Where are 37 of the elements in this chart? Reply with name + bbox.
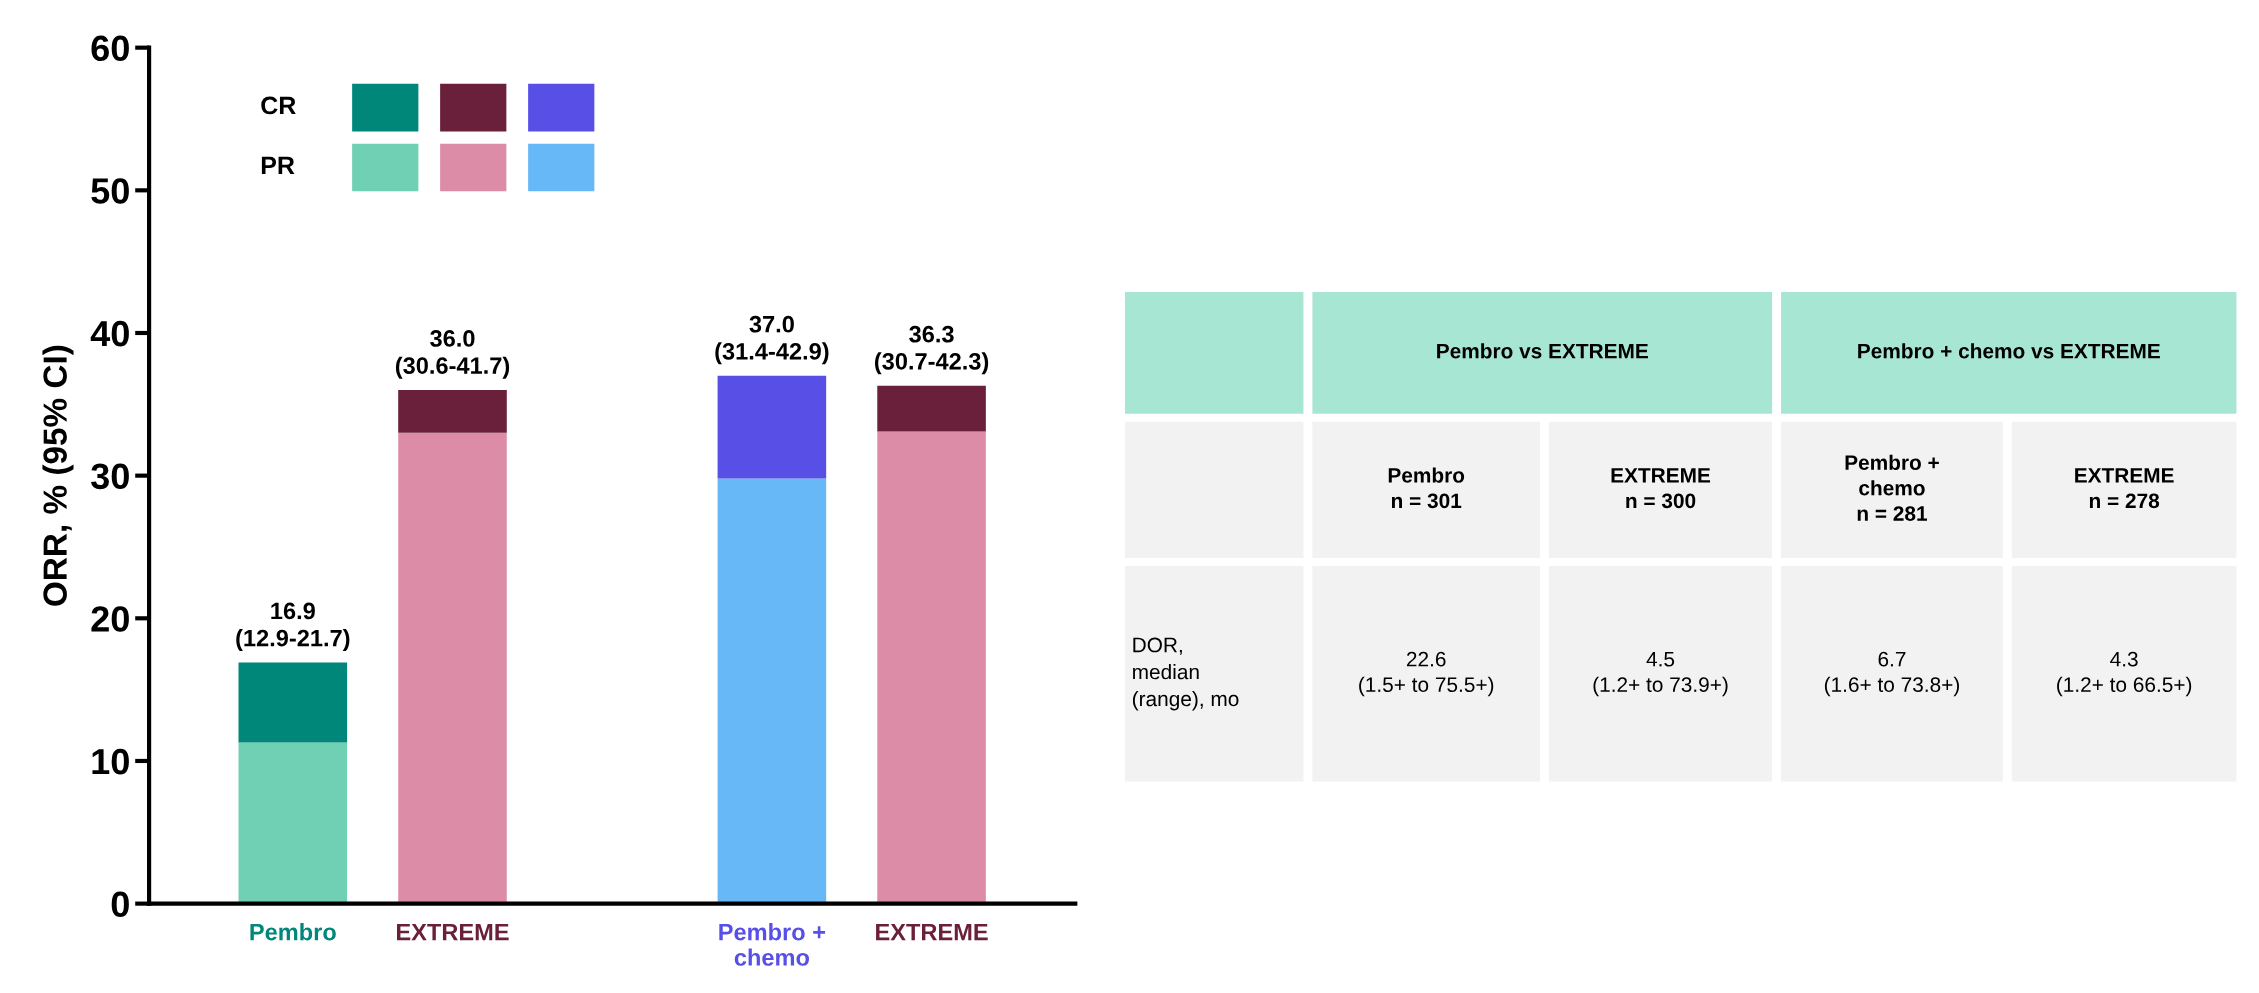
legend-label: PR <box>261 156 295 174</box>
text: Pembro n = 301 <box>1388 467 1465 509</box>
x-tick-label: EXTREME <box>397 923 509 941</box>
x-tick-label: EXTREME <box>876 923 988 941</box>
text: EXTREME n = 278 <box>2075 468 2174 509</box>
text: 6.7 (1.6+ to 73.8+) <box>1824 651 1959 697</box>
bar <box>877 431 986 904</box>
text: 4.5 (1.2+ to 73.9+) <box>1593 652 1728 697</box>
total-label: 36.0 (30.6-41.7) <box>395 330 510 379</box>
bar <box>717 478 827 904</box>
text: EXTREME n = 300 <box>1611 468 1711 509</box>
y-tick-label: 10 <box>92 748 129 775</box>
text: Pembro vs EXTREME <box>1437 343 1648 359</box>
total-label: 37.0 (31.4-42.9) <box>715 315 829 365</box>
bar <box>398 390 507 433</box>
y-tick-label: 0 <box>111 891 129 918</box>
text: 22.6 (1.5+ to 75.5+) <box>1359 651 1494 697</box>
y-axis-title: ORR, % (95% CI) <box>42 345 74 606</box>
text: DOR, median (range), mo <box>1132 637 1239 711</box>
x-tick-label: Pembro + chemo <box>719 923 826 966</box>
bar <box>398 432 507 904</box>
text: Pembro + chemo n = 281 <box>1845 454 1939 521</box>
total-label: 36.3 (30.7-42.3) <box>875 325 989 375</box>
y-tick-label: 40 <box>90 320 129 347</box>
bar <box>238 662 348 743</box>
text: 4.3 (1.2+ to 66.5+) <box>2057 651 2192 697</box>
bar <box>717 375 827 479</box>
y-tick-label: 20 <box>91 606 129 632</box>
legend-label: CR <box>261 96 296 115</box>
total-label: 16.9 (12.9-21.7) <box>236 602 350 652</box>
y-tick-label: 50 <box>91 178 129 204</box>
y-tick-label: 30 <box>91 463 129 490</box>
y-tick-label: 60 <box>91 35 129 62</box>
x-tick-label: Pembro <box>250 923 336 941</box>
text: Pembro + chemo vs EXTREME <box>1858 343 2160 359</box>
bar <box>877 385 986 432</box>
bar <box>238 742 348 904</box>
